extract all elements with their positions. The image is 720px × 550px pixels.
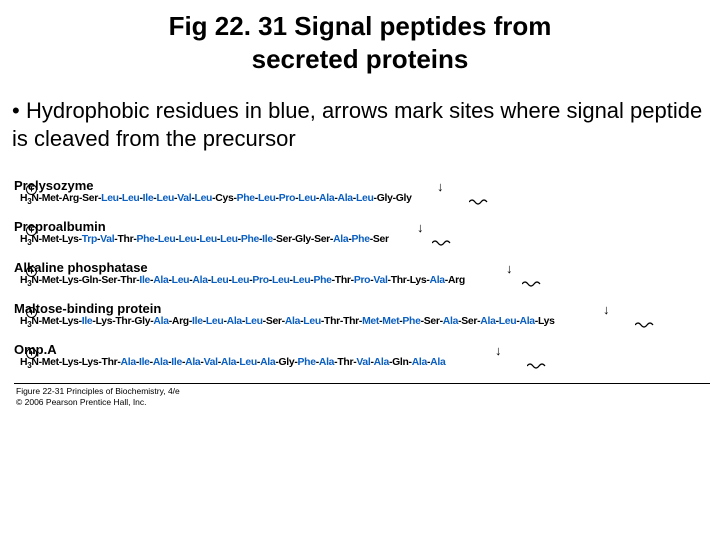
figure-divider: [14, 383, 710, 384]
protein-ompa: Omp.A + H3N-Met-Lys-Lys-Thr-Ala-Ile-Ala-…: [14, 342, 720, 374]
protein-label: Prelysozyme: [14, 178, 720, 193]
figure-panel: Prelysozyme + H3N-Met-Arg-Ser-Leu-Leu-Il…: [14, 178, 720, 407]
sequence: H3N-Met-Lys-Gln-Ser-Thr-Ile-Ala-Leu-Ala-…: [20, 275, 465, 288]
cleavage-arrow-icon: ↓: [603, 302, 610, 317]
sequence-line: + H3N-Met-Lys-Ile-Lys-Thr-Gly-Ala-Arg-Il…: [14, 316, 720, 333]
chain-tail-icon: [469, 196, 489, 208]
cleavage-arrow-icon: ↓: [495, 343, 502, 358]
cleavage-arrow-icon: ↓: [506, 261, 513, 276]
sequence: H3N-Met-Lys-Lys-Thr-Ala-Ile-Ala-Ile-Ala-…: [20, 357, 445, 370]
caption-line-1: Figure 22-31 Principles of Biochemistry,…: [16, 386, 180, 396]
bullet-text: Hydrophobic residues in blue, arrows mar…: [12, 98, 702, 151]
sequence-line: + H3N-Met-Lys-Lys-Thr-Ala-Ile-Ala-Ile-Al…: [14, 357, 720, 374]
title-line-1: Fig 22. 31 Signal peptides from: [169, 11, 552, 41]
title-line-2: secreted proteins: [252, 44, 469, 74]
bullet-point: •Hydrophobic residues in blue, arrows ma…: [12, 97, 708, 152]
cleavage-arrow-icon: ↓: [437, 179, 444, 194]
sequence-line: + H3N-Met-Arg-Ser-Leu-Leu-Ile-Leu-Val-Le…: [14, 193, 720, 210]
figure-caption: Figure 22-31 Principles of Biochemistry,…: [16, 386, 720, 407]
protein-label: Preproalbumin: [14, 219, 720, 234]
sequence-line: + H3N-Met-Lys-Trp-Val-Thr-Phe-Leu-Leu-Le…: [14, 234, 720, 251]
protein-preproalbumin: Preproalbumin + H3N-Met-Lys-Trp-Val-Thr-…: [14, 219, 720, 251]
protein-label: Omp.A: [14, 342, 720, 357]
sequence-line: + H3N-Met-Lys-Gln-Ser-Thr-Ile-Ala-Leu-Al…: [14, 275, 720, 292]
protein-prelysozyme: Prelysozyme + H3N-Met-Arg-Ser-Leu-Leu-Il…: [14, 178, 720, 210]
caption-line-2: © 2006 Pearson Prentice Hall, Inc.: [16, 397, 147, 407]
cleavage-arrow-icon: ↓: [417, 220, 424, 235]
chain-tail-icon: [522, 278, 542, 290]
protein-alkaline-phosphatase: Alkaline phosphatase + H3N-Met-Lys-Gln-S…: [14, 260, 720, 292]
protein-label: Maltose-binding protein: [14, 301, 720, 316]
protein-label: Alkaline phosphatase: [14, 260, 720, 275]
sequence: H3N-Met-Lys-Trp-Val-Thr-Phe-Leu-Leu-Leu-…: [20, 234, 389, 247]
protein-maltose-binding: Maltose-binding protein + H3N-Met-Lys-Il…: [14, 301, 720, 333]
chain-tail-icon: [527, 360, 547, 372]
bullet-dot: •: [12, 97, 26, 125]
sequence: H3N-Met-Arg-Ser-Leu-Leu-Ile-Leu-Val-Leu-…: [20, 193, 412, 206]
sequence: H3N-Met-Lys-Ile-Lys-Thr-Gly-Ala-Arg-Ile-…: [20, 316, 555, 329]
chain-tail-icon: [635, 319, 655, 331]
chain-tail-icon: [432, 237, 452, 249]
slide-title: Fig 22. 31 Signal peptides from secreted…: [0, 10, 720, 75]
